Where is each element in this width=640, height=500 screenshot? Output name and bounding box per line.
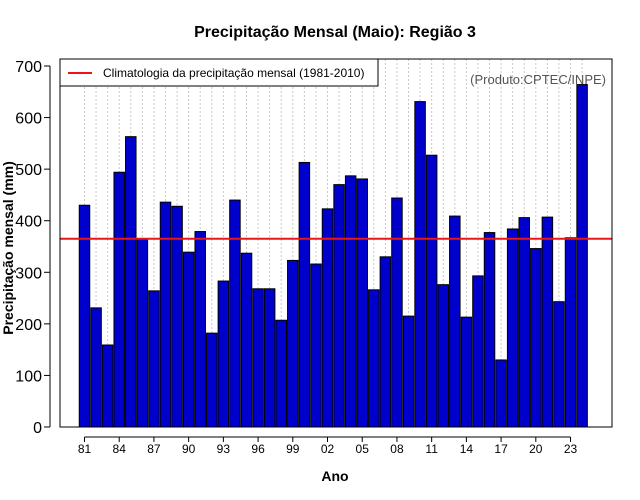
x-tick-label: 90 bbox=[182, 442, 196, 456]
bar-2009 bbox=[402, 315, 415, 428]
bar-1995 bbox=[240, 252, 253, 428]
y-tick-label: 200 bbox=[15, 317, 42, 334]
bar-1983 bbox=[101, 344, 114, 428]
bar-2007 bbox=[379, 256, 392, 428]
bar-1986 bbox=[136, 238, 149, 428]
bar-2020 bbox=[530, 248, 542, 428]
bar-2015 bbox=[472, 275, 484, 428]
bar-1997 bbox=[263, 288, 276, 428]
x-tick-label: 84 bbox=[113, 442, 127, 456]
x-tick-label: 11 bbox=[425, 442, 438, 456]
legend: Climatologia da precipitação mensal (198… bbox=[59, 58, 379, 87]
x-axis-label: Ano bbox=[321, 468, 348, 484]
x-tick-label: 81 bbox=[78, 442, 92, 456]
y-tick-label: 0 bbox=[33, 420, 42, 437]
x-tick-label: 96 bbox=[251, 442, 265, 456]
source-note: (Produto:CPTEC/INPE) bbox=[470, 72, 606, 87]
y-tick-label: 300 bbox=[15, 265, 42, 282]
bar-1982 bbox=[90, 307, 102, 428]
y-tick-label: 700 bbox=[15, 59, 42, 76]
bar-2004 bbox=[344, 175, 357, 428]
bar-2001 bbox=[310, 263, 322, 428]
x-axis: 81 84 87 90 93 96 99 02 05 08 11 14 17 20 23 bbox=[78, 436, 578, 456]
bar-1985 bbox=[125, 136, 137, 428]
bar-2008 bbox=[391, 197, 403, 428]
bar-2017 bbox=[495, 359, 507, 428]
x-tick-label: 05 bbox=[356, 442, 370, 456]
bar-1998 bbox=[275, 319, 287, 428]
bar-2016 bbox=[483, 232, 496, 428]
x-tick-label: 99 bbox=[286, 442, 300, 456]
bar-1994 bbox=[229, 199, 241, 428]
x-tick-label: 23 bbox=[564, 442, 578, 456]
x-tick-label: 93 bbox=[217, 442, 231, 456]
bar-series bbox=[78, 84, 588, 428]
bar-2012 bbox=[437, 284, 449, 428]
legend-box bbox=[59, 58, 379, 87]
bar-2005 bbox=[356, 178, 368, 428]
bar-2022 bbox=[553, 301, 565, 428]
bar-1990 bbox=[182, 251, 195, 428]
bar-1987 bbox=[148, 290, 160, 428]
y-tick-label: 600 bbox=[15, 111, 42, 128]
bar-2003 bbox=[333, 184, 345, 428]
x-tick-label: 02 bbox=[321, 442, 335, 456]
bar-2000 bbox=[298, 161, 311, 428]
bar-2011 bbox=[425, 154, 438, 428]
bar-2013 bbox=[449, 215, 461, 428]
bar-1999 bbox=[287, 259, 299, 428]
bar-2014 bbox=[460, 316, 473, 428]
bar-2019 bbox=[518, 217, 530, 428]
bar-2018 bbox=[506, 228, 519, 428]
bar-1984 bbox=[113, 171, 125, 428]
chart-title: Precipitação Mensal (Maio): Região 3 bbox=[194, 24, 476, 41]
bar-2002 bbox=[321, 208, 334, 428]
legend-label: Climatologia da precipitação mensal (198… bbox=[103, 66, 364, 80]
bar-2006 bbox=[368, 289, 380, 428]
y-tick-label: 100 bbox=[15, 368, 42, 385]
bar-2024 bbox=[576, 84, 588, 428]
bar-2023 bbox=[564, 237, 577, 428]
bar-2021 bbox=[541, 216, 554, 428]
y-axis: 0 100 200 300 400 500 600 700 bbox=[15, 59, 51, 437]
bar-1991 bbox=[194, 231, 206, 428]
x-tick-label: 17 bbox=[494, 442, 508, 456]
x-tick-label: 14 bbox=[460, 442, 474, 456]
bar-1993 bbox=[217, 280, 230, 428]
x-tick-label: 87 bbox=[147, 442, 161, 456]
x-tick-label: 08 bbox=[390, 442, 404, 456]
y-axis-label: Precipitação mensal (mm) bbox=[0, 161, 16, 335]
y-tick-label: 500 bbox=[15, 162, 42, 179]
x-tick-label: 20 bbox=[529, 442, 543, 456]
bar-2010 bbox=[414, 101, 426, 428]
bar-1992 bbox=[206, 332, 218, 428]
bar-1988 bbox=[159, 201, 172, 428]
y-tick-label: 400 bbox=[15, 214, 42, 231]
bar-1996 bbox=[252, 288, 264, 428]
